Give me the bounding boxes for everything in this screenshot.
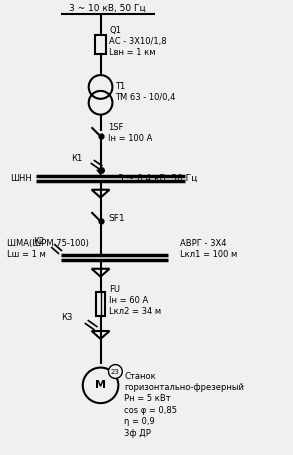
Text: АВРГ - 3Х4
Lкл1 = 100 м: АВРГ - 3Х4 Lкл1 = 100 м xyxy=(180,238,237,259)
Text: FU
Iн = 60 А
Lкл2 = 34 м: FU Iн = 60 А Lкл2 = 34 м xyxy=(110,285,161,316)
Text: 3 ~ 0,4 кВ, 50 Гц: 3 ~ 0,4 кВ, 50 Гц xyxy=(118,174,197,183)
Text: Станок
горизонтально-фрезерный
Рн = 5 кВт
cos φ = 0,85
η = 0,9
3ф ДР: Станок горизонтально-фрезерный Рн = 5 кВ… xyxy=(124,372,244,438)
Bar xyxy=(95,35,106,54)
Text: ШМА(ШРМ 75-100)
Lш = 1 м: ШМА(ШРМ 75-100) Lш = 1 м xyxy=(7,238,88,259)
Text: Т1
ТМ 63 - 10/0,4: Т1 ТМ 63 - 10/0,4 xyxy=(115,82,176,102)
Bar xyxy=(96,293,105,316)
Text: Q1
АС - 3Х10/1,8
Lвн = 1 км: Q1 АС - 3Х10/1,8 Lвн = 1 км xyxy=(110,26,167,57)
Text: К2: К2 xyxy=(33,237,45,246)
Text: 3 ~ 10 кВ, 50 Гц: 3 ~ 10 кВ, 50 Гц xyxy=(69,3,146,12)
Polygon shape xyxy=(97,170,105,175)
Circle shape xyxy=(89,91,113,115)
Text: К3: К3 xyxy=(61,313,72,322)
Text: ШНН: ШНН xyxy=(10,174,31,183)
Text: М: М xyxy=(95,380,106,390)
Circle shape xyxy=(89,75,113,99)
Text: 1SF
Iн = 100 А: 1SF Iн = 100 А xyxy=(108,123,153,143)
Circle shape xyxy=(108,364,122,379)
Text: 23: 23 xyxy=(111,369,120,374)
Text: К1: К1 xyxy=(71,154,82,162)
Circle shape xyxy=(83,368,118,403)
Text: SF1: SF1 xyxy=(108,214,125,223)
